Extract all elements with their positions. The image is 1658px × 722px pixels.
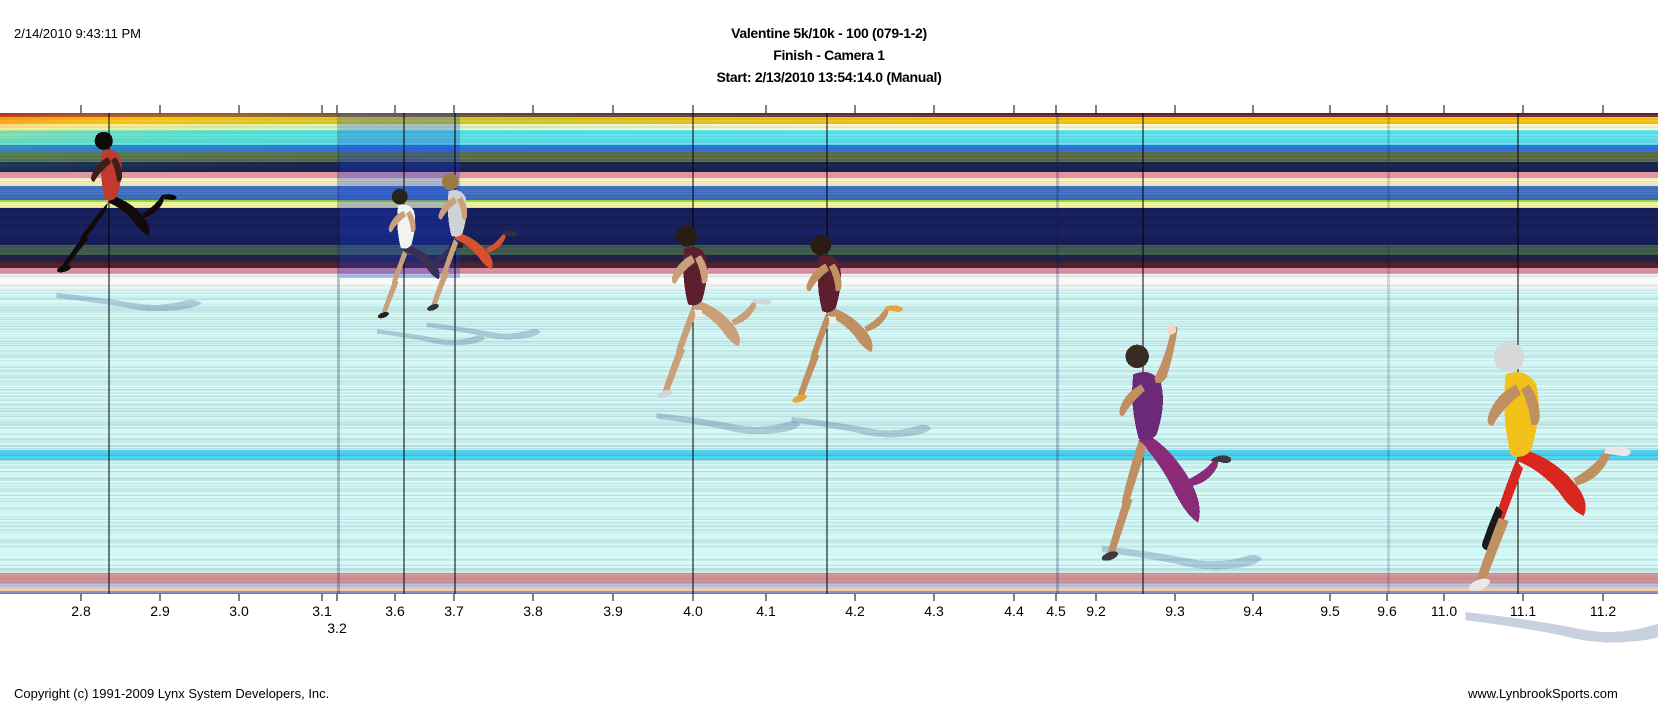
svg-text:3.8: 3.8: [523, 603, 543, 619]
svg-text:3.9: 3.9: [603, 603, 623, 619]
svg-text:9.3: 9.3: [1165, 603, 1185, 619]
svg-text:2.8: 2.8: [71, 603, 91, 619]
svg-text:3.6: 3.6: [385, 603, 405, 619]
svg-text:4.2: 4.2: [845, 603, 865, 619]
svg-text:4.0: 4.0: [683, 603, 703, 619]
svg-text:4.1: 4.1: [756, 603, 776, 619]
svg-text:3.7: 3.7: [444, 603, 464, 619]
svg-text:4.5: 4.5: [1046, 603, 1066, 619]
svg-text:9.5: 9.5: [1320, 603, 1340, 619]
svg-text:3.1: 3.1: [312, 603, 332, 619]
svg-text:4.4: 4.4: [1004, 603, 1024, 619]
svg-text:3.0: 3.0: [229, 603, 249, 619]
svg-text:9.6: 9.6: [1377, 603, 1397, 619]
svg-text:4.3: 4.3: [924, 603, 944, 619]
svg-text:2.9: 2.9: [150, 603, 170, 619]
svg-text:11.2: 11.2: [1590, 603, 1616, 619]
svg-text:3.2: 3.2: [327, 620, 347, 636]
svg-text:11.0: 11.0: [1431, 603, 1457, 619]
svg-text:9.2: 9.2: [1086, 603, 1106, 619]
svg-text:9.4: 9.4: [1243, 603, 1263, 619]
svg-text:11.1: 11.1: [1510, 603, 1536, 619]
